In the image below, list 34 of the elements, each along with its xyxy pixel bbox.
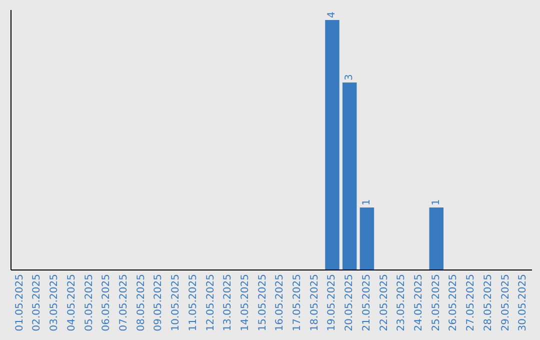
x-tick-label: 11.05.2025 [188, 274, 199, 332]
x-tick-label: 09.05.2025 [153, 274, 164, 332]
data-label: 1 [430, 199, 442, 206]
x-tick-label: 30.05.2025 [518, 274, 529, 332]
x-tick-label: 14.05.2025 [240, 274, 251, 332]
x-tick-label: 28.05.2025 [482, 274, 494, 332]
data-label: 4 [326, 12, 338, 18]
x-tick-label: 05.05.2025 [84, 274, 95, 332]
x-tick-label: 12.05.2025 [205, 274, 216, 332]
x-tick-label: 29.05.2025 [500, 274, 512, 332]
data-label: 1 [361, 199, 372, 206]
x-tick-label: 04.05.2025 [66, 274, 78, 332]
x-tick-label: 07.05.2025 [118, 274, 130, 332]
x-tick-label: 18.05.2025 [309, 274, 320, 332]
x-tick-label: 17.05.2025 [292, 274, 304, 332]
x-tick-label: 13.05.2025 [222, 274, 234, 332]
x-tick-label: 16.05.2025 [274, 274, 286, 332]
x-tick-label: 19.05.2025 [326, 274, 338, 332]
x-tick-label: 23.05.2025 [396, 274, 408, 332]
x-tick-label: 20.05.2025 [344, 274, 356, 332]
x-tick-label: 01.05.2025 [14, 274, 26, 332]
x-tick-label: 10.05.2025 [170, 274, 182, 332]
x-tick-label: 21.05.2025 [361, 274, 372, 332]
x-tick-label: 02.05.2025 [32, 274, 43, 332]
x-tick-label: 06.05.2025 [101, 274, 112, 332]
x-tick-label: 24.05.2025 [414, 274, 425, 332]
x-tick-label: 26.05.2025 [448, 274, 460, 332]
x-tick-label: 27.05.2025 [466, 274, 477, 332]
x-tick-label: 08.05.2025 [136, 274, 147, 332]
x-tick-label: 25.05.2025 [430, 274, 442, 332]
x-tick-label: 15.05.2025 [257, 274, 268, 332]
data-label: 3 [344, 74, 356, 80]
x-tick-label: 22.05.2025 [378, 274, 390, 332]
x-tick-label: 03.05.2025 [49, 274, 60, 332]
